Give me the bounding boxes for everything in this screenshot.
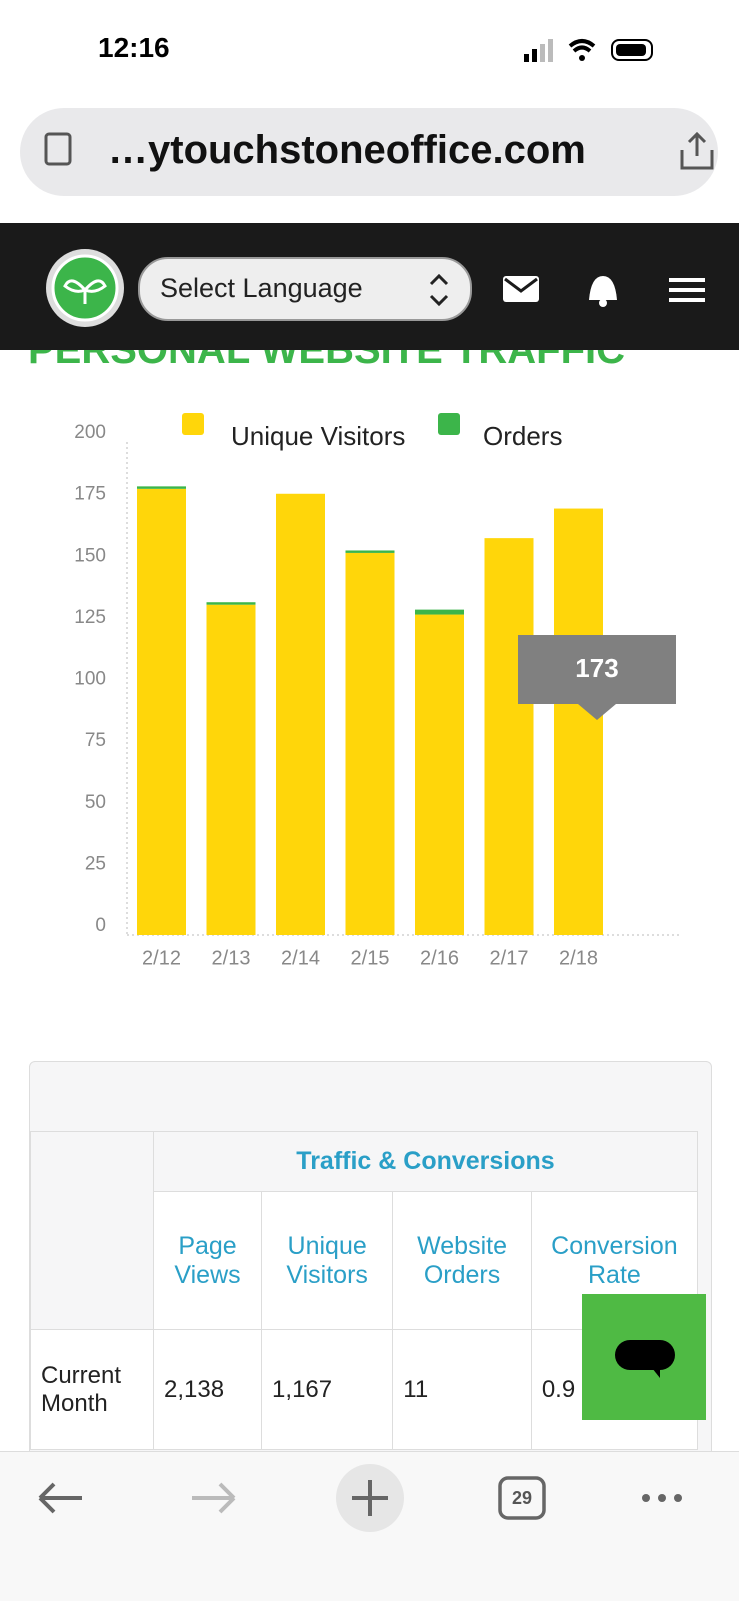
table-cell: 1,167	[261, 1329, 394, 1450]
y-tick-label: 125	[74, 607, 106, 628]
legend-label: Orders	[483, 421, 562, 451]
empty-cell	[30, 1131, 154, 1330]
x-tick-label: 2/13	[212, 947, 251, 969]
bar-segment	[554, 508, 603, 935]
table-card: Traffic & Conversions Page Views Unique V…	[29, 1061, 712, 1451]
table-cell: 2,138	[152, 1329, 263, 1450]
y-tick-label: 100	[74, 669, 106, 690]
language-select-label[interactable]: Select Language	[160, 273, 363, 303]
nav-icons[interactable]	[425, 270, 725, 310]
bar-segment	[484, 538, 534, 935]
bar-segment	[137, 486, 186, 489]
language-select[interactable]	[138, 257, 472, 321]
column-header: Page Views	[152, 1191, 263, 1330]
y-tick-label: 50	[85, 792, 106, 813]
status-icons	[524, 39, 653, 62]
x-tick-label: 2/14	[281, 947, 320, 969]
y-tick-label: 175	[74, 484, 106, 505]
x-tick-label: 2/15	[351, 947, 390, 969]
bar-segment	[415, 614, 464, 935]
y-tick-label: 0	[95, 915, 106, 936]
logo[interactable]	[40, 246, 130, 330]
y-tick-label: 75	[85, 730, 106, 751]
legend-label: Unique Visitors	[231, 421, 405, 451]
bar-segment	[137, 488, 186, 935]
row-header: Current Month	[30, 1329, 154, 1450]
table-cell: 11	[392, 1329, 532, 1450]
x-tick-label: 2/18	[559, 947, 598, 969]
chart-title: PERSONAL WEBSITE TRAFFIC	[28, 350, 626, 372]
x-tick-label: 2/17	[490, 947, 529, 969]
tooltip-value: 173	[575, 653, 618, 683]
y-tick-label: 25	[85, 853, 106, 874]
column-header: Unique Visitors	[261, 1191, 394, 1330]
group-header: Traffic & Conversions	[153, 1131, 698, 1192]
tooltip-arrow	[578, 704, 616, 720]
chat-button[interactable]	[582, 1294, 706, 1420]
legend-swatch	[182, 413, 204, 435]
content: PERSONAL WEBSITE TRAFFIC 0 25 50 75 100 125 15…	[0, 350, 739, 1451]
bar-segment	[276, 493, 325, 935]
url[interactable]: …ytouchstoneoffice.com	[108, 128, 586, 172]
column-header: Website Orders	[392, 1191, 532, 1330]
tooltip-box	[518, 635, 676, 704]
tab-count[interactable]: 29	[511, 1488, 533, 1508]
y-tick-label: 150	[74, 545, 106, 566]
toolbar: 29	[0, 1451, 739, 1601]
clock: 12:16	[98, 32, 170, 63]
url-icons	[44, 131, 714, 170]
bar-segment	[415, 609, 464, 615]
bar-segment	[345, 550, 395, 553]
chart: 0 25 50 75 100 125 150 175 200 Unique Visitors Ord…	[74, 413, 681, 969]
x-tick-label: 2/16	[420, 947, 459, 969]
x-tick-label: 2/12	[142, 947, 181, 969]
bar-segment	[206, 604, 256, 935]
bar-segment	[345, 552, 395, 935]
y-tick-label: 200	[74, 422, 106, 443]
url-bar[interactable]	[20, 108, 718, 196]
legend-swatch	[438, 413, 460, 435]
bar-segment	[206, 602, 256, 605]
